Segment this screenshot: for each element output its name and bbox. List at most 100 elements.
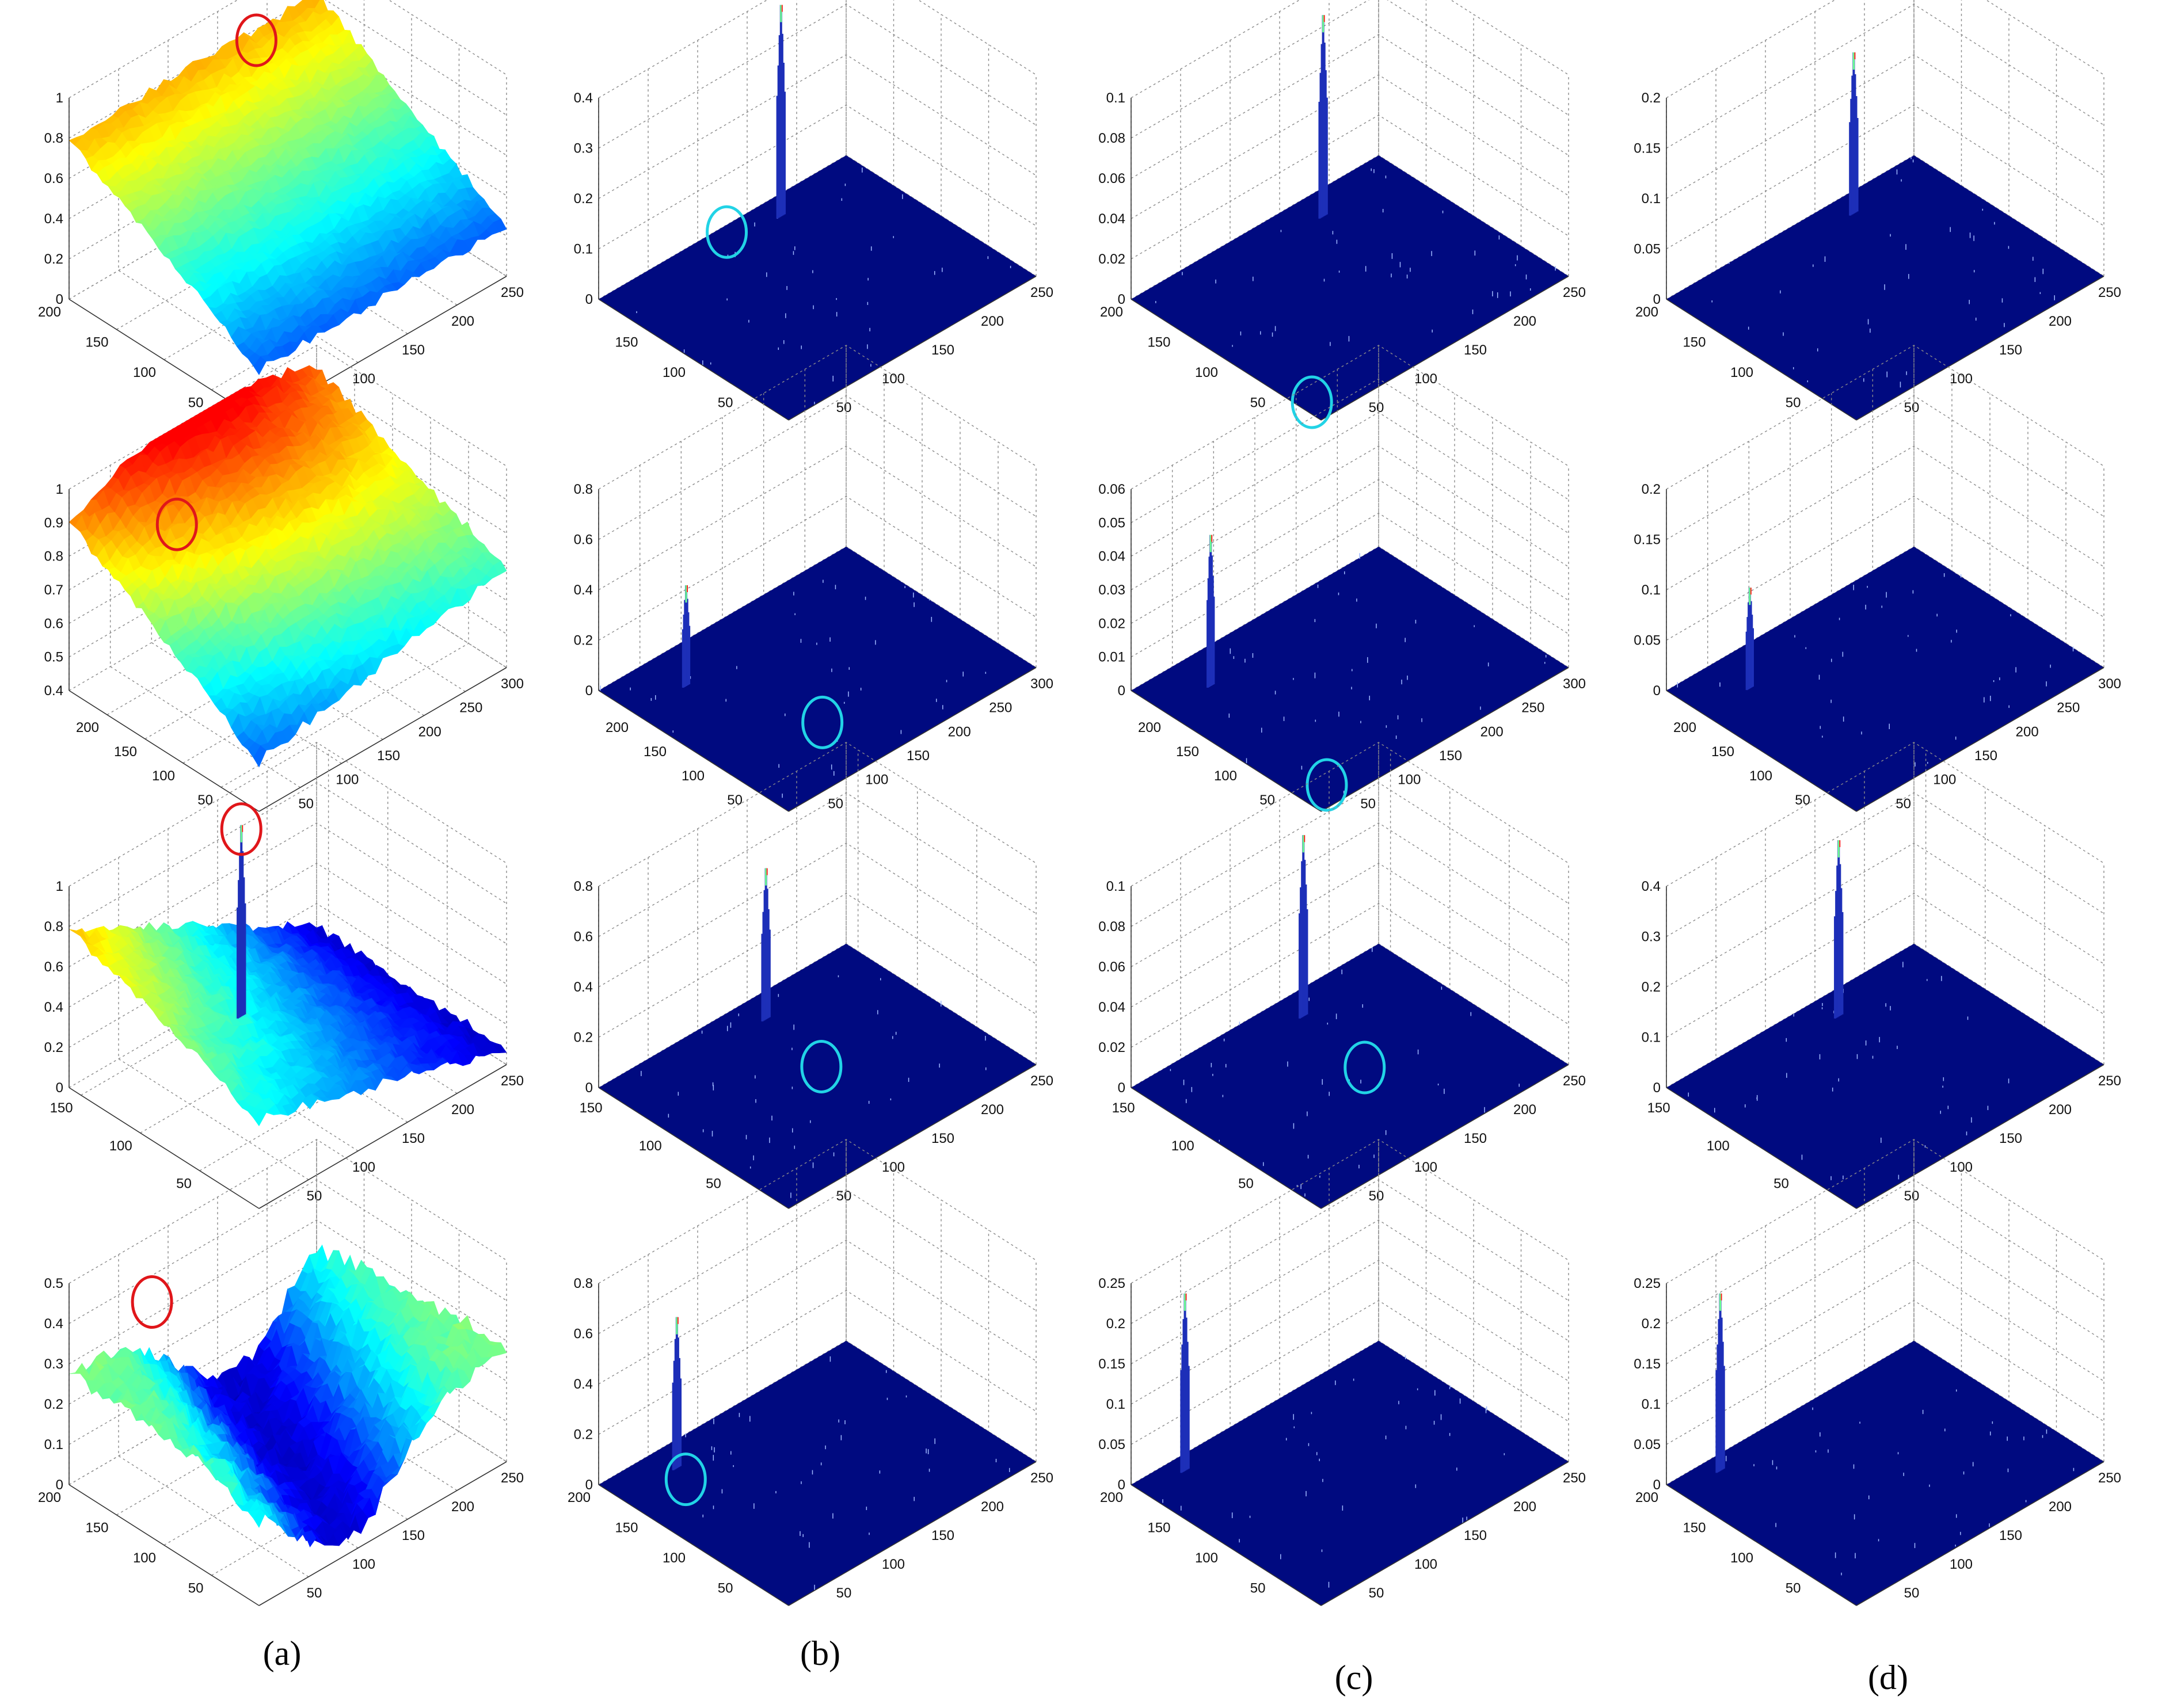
z-tick-label: 0.4 bbox=[44, 211, 63, 227]
surface bbox=[1131, 535, 1569, 811]
z-tick-label: 0.02 bbox=[1098, 1040, 1125, 1055]
x-gridline bbox=[1230, 40, 1421, 363]
z-tick-label: 1 bbox=[56, 482, 63, 497]
panel-1-3: 50 100 150 200 250 300 50 100 150 200 0 0.05 0.1 0.15… bbox=[1634, 345, 2121, 812]
z-tick-label: 0.4 bbox=[44, 1000, 63, 1015]
x-tick-label: 50 bbox=[1904, 400, 1920, 415]
x-tick-label: 250 bbox=[501, 285, 524, 300]
y-axis-line bbox=[1131, 690, 1322, 812]
floor-plane bbox=[1131, 155, 1569, 420]
y-axis-line bbox=[598, 299, 789, 421]
y-tick-label: 200 bbox=[1673, 720, 1696, 735]
y-tick-label: 50 bbox=[727, 792, 743, 808]
y-tick-label: 150 bbox=[1147, 335, 1170, 350]
cyan-highlight-circle bbox=[1291, 375, 1333, 429]
y-tick-label: 150 bbox=[580, 1100, 603, 1116]
z-tick-label: 0.1 bbox=[1642, 582, 1661, 598]
z-tick-label: 0.6 bbox=[574, 532, 593, 548]
panel-0-2: 501001502002505010015020000.020.040.060.… bbox=[1098, 0, 1586, 429]
z-gridline bbox=[1131, 0, 1569, 139]
y-gridline bbox=[220, 442, 469, 788]
x-tick-label: 200 bbox=[1513, 1102, 1536, 1118]
floor-plane bbox=[1131, 944, 1569, 1208]
x-tick-label: 200 bbox=[981, 314, 1004, 329]
x-gridline bbox=[1378, 345, 1569, 668]
x-tick-label: 200 bbox=[2016, 724, 2039, 739]
x-tick-label: 200 bbox=[981, 1102, 1004, 1118]
x-tick-label: 250 bbox=[1521, 700, 1544, 716]
x-tick-label: 100 bbox=[1933, 772, 1956, 788]
floor-plane bbox=[599, 547, 1036, 811]
floor-plane bbox=[1131, 547, 1569, 811]
z-tick-label: 0.1 bbox=[1106, 879, 1125, 894]
x-gridline bbox=[1171, 465, 1363, 788]
y-tick-label: 50 bbox=[1259, 792, 1275, 808]
z-gridline bbox=[598, 792, 1037, 937]
y-tick-label: 50 bbox=[1238, 1176, 1254, 1191]
z-tick-label: 0 bbox=[585, 1080, 593, 1096]
y-tick-label: 200 bbox=[606, 720, 629, 735]
x-tick-label: 150 bbox=[931, 342, 954, 358]
x-tick-label: 250 bbox=[1563, 285, 1586, 300]
panel-2-0: 50 100 150 200 250 50 100 150 0 0.2 0.4 0.6 0.8 1 bbox=[44, 742, 524, 1209]
z-tick-label: 0.03 bbox=[1098, 582, 1125, 598]
panel-2-1: 50 100 150 200 250 50 100 150 0 0.2 0.4 0.6 0.8 bbox=[574, 742, 1053, 1209]
y-tick-label: 150 bbox=[1112, 1100, 1135, 1116]
z-tick-label: 0 bbox=[585, 292, 593, 307]
tick-labels: 50 100 150 200 250 50 100 150 0 0.1 0.2 0.3 0.4 bbox=[574, 90, 1053, 415]
y-tick-label: 100 bbox=[1707, 1138, 1730, 1154]
x-tick-label: 100 bbox=[1950, 1160, 1973, 1175]
z-tick-label: 0.8 bbox=[44, 549, 63, 565]
z-tick-label: 0 bbox=[1653, 292, 1661, 307]
x-tick-label: 150 bbox=[1464, 342, 1487, 358]
x-tick-label: 50 bbox=[836, 1188, 852, 1204]
z-tick-label: 0 bbox=[1118, 683, 1125, 699]
y-tick-label: 200 bbox=[1635, 304, 1658, 320]
z-tick-label: 0.1 bbox=[1106, 90, 1125, 106]
x-tick-label: 100 bbox=[352, 1160, 375, 1175]
z-tick-label: 0.05 bbox=[1634, 633, 1661, 649]
z-tick-label: 0.02 bbox=[1098, 251, 1125, 267]
z-tick-label: 0 bbox=[56, 1080, 63, 1096]
x-gridline bbox=[1213, 441, 1404, 764]
z-tick-label: 0.1 bbox=[574, 242, 593, 257]
x-tick-label: 100 bbox=[1414, 1160, 1437, 1175]
y-tick-label: 100 bbox=[682, 768, 705, 784]
z-tick-label: 0.1 bbox=[1642, 1030, 1661, 1046]
x-tick-label: 250 bbox=[2098, 285, 2121, 300]
z-gridline bbox=[68, 782, 507, 927]
z-tick-label: 0.06 bbox=[1098, 171, 1125, 186]
z-tick-label: 0.15 bbox=[1634, 532, 1661, 548]
x-gridline bbox=[846, 345, 1037, 668]
y-tick-label: 50 bbox=[1795, 792, 1810, 808]
z-tick-label: 0 bbox=[585, 683, 593, 699]
x-tick-label: 200 bbox=[1480, 724, 1504, 739]
panel-0-1: 50 100 150 200 250 50 100 150 0 0.1 0.2 0.3 0.4 bbox=[574, 0, 1053, 421]
z-tick-label: 0.5 bbox=[44, 650, 63, 665]
x-gridline bbox=[1295, 393, 1487, 716]
z-tick-label: 0.02 bbox=[1098, 616, 1125, 631]
x-gridline bbox=[763, 393, 954, 716]
surface bbox=[599, 5, 1036, 420]
y-tick-label: 100 bbox=[1195, 365, 1218, 380]
z-tick-label: 0.06 bbox=[1098, 959, 1125, 975]
surface bbox=[1666, 547, 2104, 811]
y-tick-label: 100 bbox=[1749, 768, 1772, 784]
x-tick-label: 50 bbox=[1369, 400, 1384, 415]
z-tick-label: 0.9 bbox=[44, 515, 63, 531]
surface bbox=[1131, 835, 1569, 1208]
x-axis-line bbox=[1856, 667, 2104, 812]
z-tick-label: 0.2 bbox=[1642, 979, 1661, 995]
z-tick-label: 0.15 bbox=[1634, 141, 1661, 157]
y-tick-label: 100 bbox=[1214, 768, 1237, 784]
x-gridline bbox=[846, 0, 1037, 277]
panel-3-0: 501001502002505010015020000.10.20.30.40.… bbox=[38, 1139, 524, 1606]
z-tick-label: 0.04 bbox=[1098, 1000, 1125, 1015]
floor-plane bbox=[1666, 944, 2104, 1208]
x-tick-label: 50 bbox=[1896, 796, 1911, 811]
x-gridline bbox=[796, 0, 987, 306]
z-tick-label: 0.2 bbox=[574, 633, 593, 649]
z-tick-label: 0 bbox=[1118, 1080, 1125, 1096]
x-tick-label: 250 bbox=[1030, 285, 1053, 300]
